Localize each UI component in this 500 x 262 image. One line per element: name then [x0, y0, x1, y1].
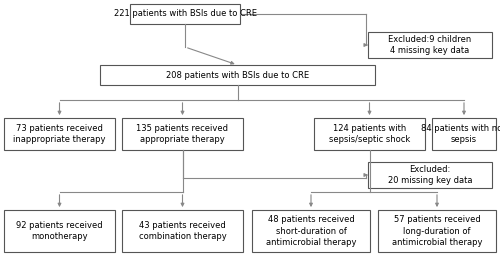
- Text: 73 patients received
inappropriate therapy: 73 patients received inappropriate thera…: [14, 124, 106, 144]
- FancyBboxPatch shape: [130, 4, 240, 24]
- FancyBboxPatch shape: [100, 65, 375, 85]
- FancyBboxPatch shape: [368, 162, 492, 188]
- Text: 221 patients with BSIs due to CRE: 221 patients with BSIs due to CRE: [114, 9, 256, 19]
- Text: 84 patients with non
sepsis: 84 patients with non sepsis: [420, 124, 500, 144]
- FancyBboxPatch shape: [432, 118, 496, 150]
- Text: Excluded:9 children
4 missing key data: Excluded:9 children 4 missing key data: [388, 35, 471, 55]
- FancyBboxPatch shape: [314, 118, 425, 150]
- FancyBboxPatch shape: [4, 210, 115, 252]
- FancyBboxPatch shape: [378, 210, 496, 252]
- Text: 43 patients received
combination therapy: 43 patients received combination therapy: [138, 221, 226, 241]
- FancyBboxPatch shape: [368, 32, 492, 58]
- Text: 135 patients received
appropriate therapy: 135 patients received appropriate therap…: [136, 124, 228, 144]
- FancyBboxPatch shape: [122, 210, 243, 252]
- Text: 92 patients received
monotherapy: 92 patients received monotherapy: [16, 221, 103, 241]
- Text: 124 patients with
sepsis/septic shock: 124 patients with sepsis/septic shock: [329, 124, 410, 144]
- FancyBboxPatch shape: [4, 118, 115, 150]
- Text: 208 patients with BSIs due to CRE: 208 patients with BSIs due to CRE: [166, 70, 309, 79]
- FancyBboxPatch shape: [122, 118, 243, 150]
- FancyBboxPatch shape: [252, 210, 370, 252]
- Text: 48 patients received
short-duration of
antimicrobial therapy: 48 patients received short-duration of a…: [266, 215, 356, 247]
- Text: Excluded:
20 missing key data: Excluded: 20 missing key data: [388, 165, 472, 185]
- Text: 57 patients received
long-duration of
antimicrobial therapy: 57 patients received long-duration of an…: [392, 215, 482, 247]
